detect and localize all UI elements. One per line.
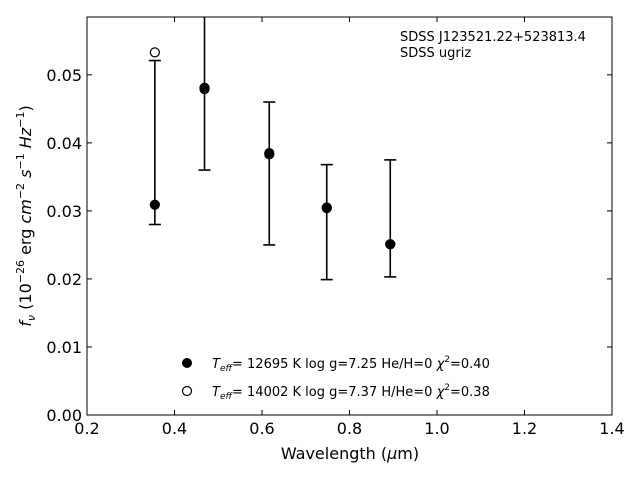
model-point-open <box>149 47 160 58</box>
x-tick-label: 0.6 <box>249 419 274 438</box>
annotation: SDSS J123521.22+523813.4 SDSS ugriz <box>400 30 586 61</box>
x-tick-label: 0.2 <box>74 419 99 438</box>
model-point-filled <box>149 199 160 210</box>
y-tick-label: 0.03 <box>46 202 82 221</box>
errorbars-layer <box>148 17 397 281</box>
x-tick-label: 1.2 <box>512 419 537 438</box>
model-point-open <box>264 149 275 160</box>
x-tick-label: 0.8 <box>337 419 362 438</box>
x-tick-label: 0.4 <box>162 419 187 438</box>
y-tick-label: 0.02 <box>46 270 82 289</box>
legend-label-model-1: Teff= 12695 K log g=7.25 He/H=0 χ2=0.40 <box>212 355 490 374</box>
x-tick-label: 1.4 <box>599 419 624 438</box>
ticks-layer: 0.2 0.4 0.6 0.8 1.0 1.2 1.4 0.00 0.01 0.02 0.03 0.0… <box>46 17 625 438</box>
legend-marker-model-2 <box>181 385 193 397</box>
plot-frame <box>86 16 613 416</box>
y-tick-label: 0.01 <box>46 338 82 357</box>
model-point-open <box>199 84 210 95</box>
model-point-open <box>385 239 396 250</box>
x-axis-label: Wavelength (μm) <box>281 444 419 463</box>
points-layer <box>149 47 396 250</box>
y-tick-label: 0.00 <box>46 406 82 425</box>
y-axis-label: fν (10−26 erg cm−2 s−1 Hz−1) <box>14 105 38 326</box>
y-tick-label: 0.05 <box>46 66 82 85</box>
x-tick-label: 1.0 <box>424 419 449 438</box>
y-tick-label: 0.04 <box>46 134 82 153</box>
legend-label-model-2: Teff= 14002 K log g=7.37 H/He=0 χ2=0.38 <box>212 383 490 402</box>
model-point-open <box>321 203 332 214</box>
legend-marker-model-1 <box>182 358 192 368</box>
annotation-line-2: SDSS ugriz <box>400 46 471 61</box>
legend: Teff= 12695 K log g=7.25 He/H=0 χ2=0.40 … <box>181 355 490 402</box>
annotation-line-1: SDSS J123521.22+523813.4 <box>400 30 586 45</box>
